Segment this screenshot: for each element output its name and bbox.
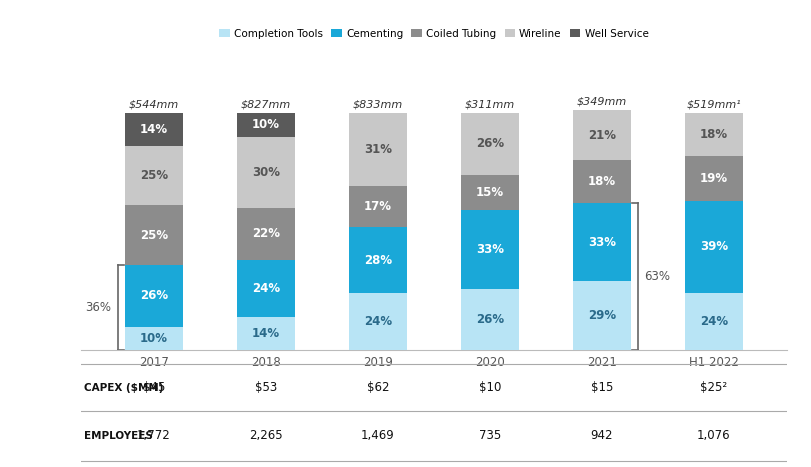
Text: $311mm: $311mm [465, 99, 515, 109]
Text: 942: 942 [590, 429, 613, 442]
Bar [684, 293, 743, 350]
Text: 22%: 22% [252, 227, 280, 241]
Text: $53: $53 [255, 381, 277, 394]
Text: 17%: 17% [364, 200, 392, 213]
Bar [684, 113, 743, 156]
Text: 10%: 10% [139, 332, 168, 345]
Text: 19%: 19% [700, 171, 728, 184]
Text: CAPEX ($MM): CAPEX ($MM) [84, 382, 164, 393]
Text: 1,772: 1,772 [137, 429, 171, 442]
Text: 15%: 15% [476, 186, 504, 199]
Text: $833mm: $833mm [353, 99, 403, 109]
Legend: Completion Tools, Cementing, Coiled Tubing, Wireline, Well Service: Completion Tools, Cementing, Coiled Tubi… [215, 25, 653, 43]
Text: 1,076: 1,076 [697, 429, 731, 442]
Text: 25%: 25% [139, 169, 168, 182]
Text: $25²: $25² [701, 381, 727, 394]
Bar [461, 175, 519, 210]
Text: 28%: 28% [364, 254, 392, 267]
Text: $15: $15 [590, 381, 613, 394]
Bar [461, 210, 519, 289]
Text: 31%: 31% [364, 143, 392, 156]
Bar [125, 146, 183, 205]
Text: 18%: 18% [700, 127, 728, 141]
Text: 2,265: 2,265 [249, 429, 283, 442]
Text: 1,469: 1,469 [361, 429, 395, 442]
Text: 735: 735 [478, 429, 501, 442]
Text: 26%: 26% [476, 313, 504, 326]
Text: $349mm: $349mm [577, 97, 627, 107]
Text: 30%: 30% [252, 166, 280, 179]
Text: 18%: 18% [588, 175, 616, 188]
Text: $827mm: $827mm [241, 99, 291, 109]
Text: 24%: 24% [252, 282, 280, 295]
Bar [349, 113, 407, 186]
Bar [237, 260, 295, 317]
Bar [237, 317, 295, 350]
Text: 33%: 33% [588, 236, 616, 249]
Bar [237, 136, 295, 208]
Text: 63%: 63% [645, 270, 671, 283]
Text: $10: $10 [478, 381, 501, 394]
Text: 24%: 24% [700, 315, 728, 328]
Text: 36%: 36% [85, 301, 111, 314]
Text: 39%: 39% [700, 241, 728, 254]
Text: 33%: 33% [476, 243, 504, 256]
Bar [684, 156, 743, 201]
Text: EMPLOYEES: EMPLOYEES [84, 431, 153, 441]
Bar [125, 265, 183, 326]
Bar [461, 113, 519, 175]
Bar [125, 326, 183, 350]
Text: 25%: 25% [139, 228, 168, 241]
Text: 21%: 21% [588, 129, 616, 142]
Bar [573, 110, 631, 160]
Text: 26%: 26% [476, 137, 504, 150]
Bar [125, 113, 183, 146]
Bar [573, 282, 631, 350]
Bar [573, 160, 631, 203]
Text: $45: $45 [143, 381, 165, 394]
Text: 14%: 14% [139, 123, 168, 136]
Text: 14%: 14% [252, 327, 280, 340]
Bar [349, 293, 407, 350]
Bar [349, 227, 407, 293]
Bar [461, 289, 519, 350]
Text: $62: $62 [367, 381, 389, 394]
Text: 26%: 26% [139, 289, 168, 302]
Bar [573, 203, 631, 282]
Bar [237, 113, 295, 136]
Bar [237, 208, 295, 260]
Text: 10%: 10% [252, 118, 280, 131]
Text: $544mm: $544mm [129, 99, 179, 109]
Text: 29%: 29% [588, 309, 616, 322]
Bar [684, 201, 743, 293]
Text: $519mm¹: $519mm¹ [686, 99, 741, 109]
Bar [125, 205, 183, 265]
Text: 24%: 24% [364, 315, 392, 328]
Bar [349, 186, 407, 227]
